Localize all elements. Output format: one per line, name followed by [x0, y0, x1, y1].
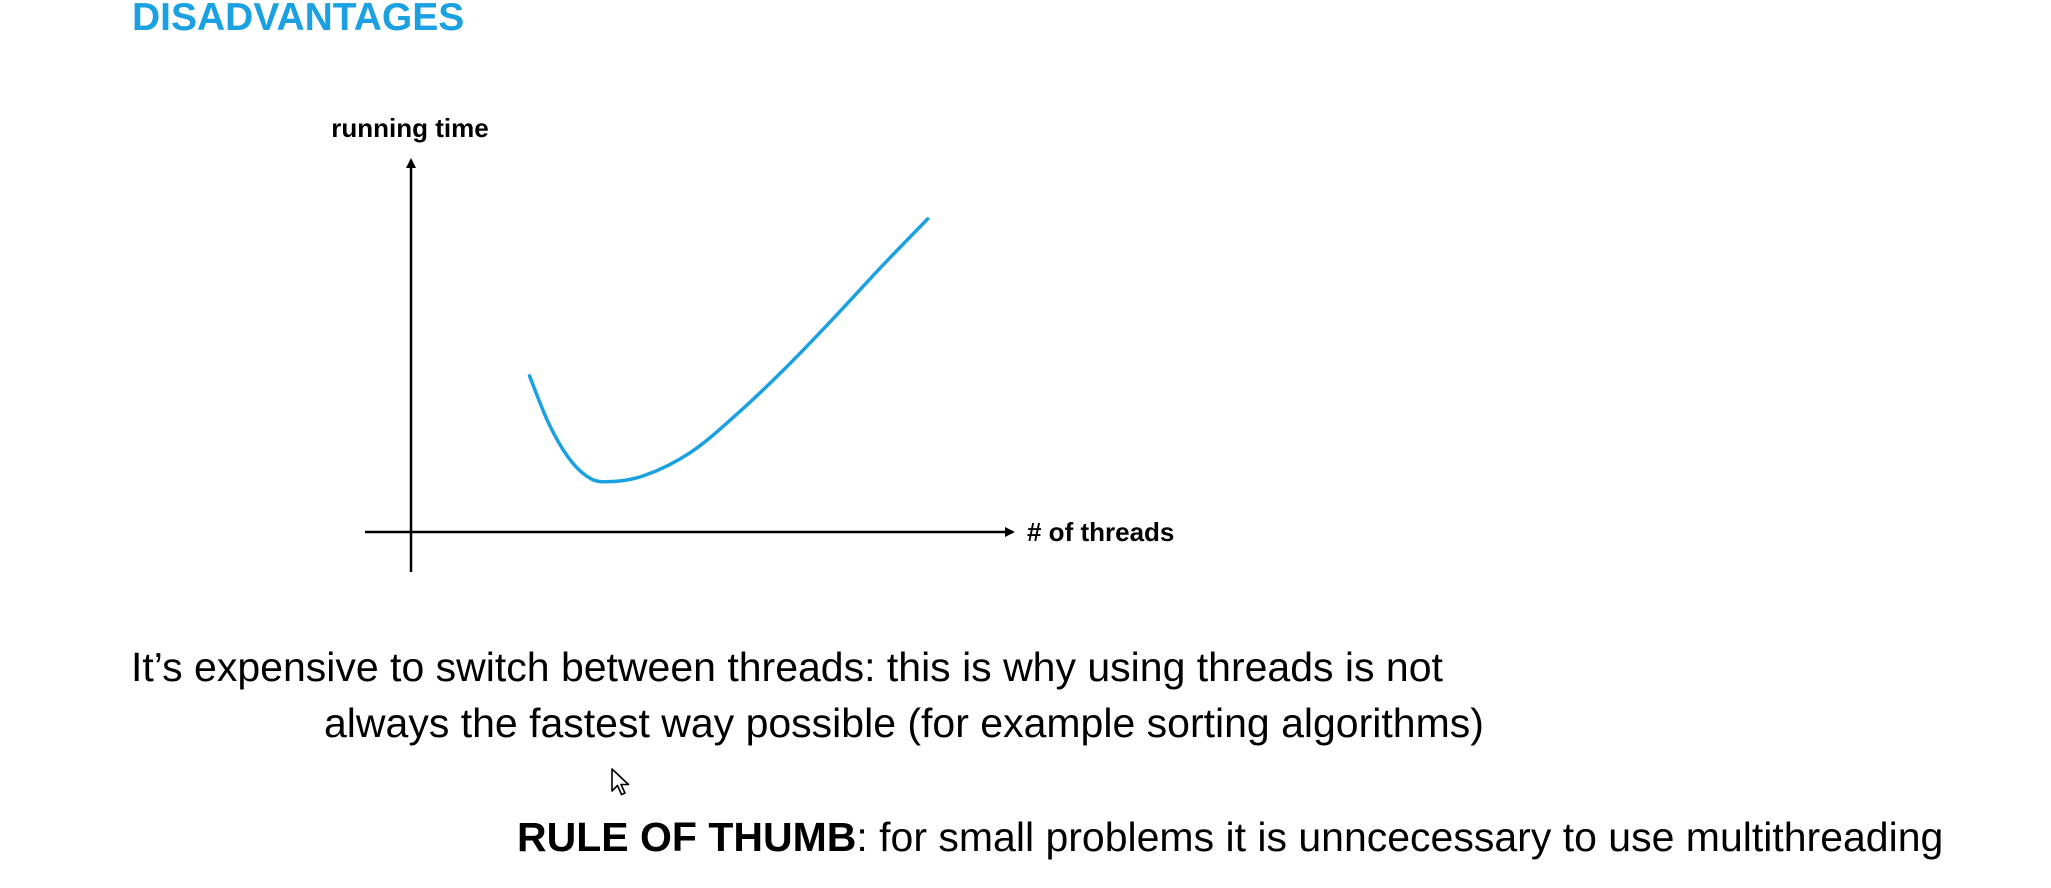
x-axis-label: # of threads: [1027, 517, 1174, 547]
rule-of-thumb: RULE OF THUMB: for small problems it is …: [517, 814, 1943, 861]
data-point-10: [877, 265, 883, 271]
body-text-line-1: It’s expensive to switch between threads…: [131, 644, 1443, 690]
data-point-8: [783, 365, 789, 371]
mouse-pointer-icon: [611, 768, 630, 796]
y-axis-label: running time: [331, 113, 488, 143]
data-point-7: [735, 410, 741, 416]
data-point-0: [527, 373, 533, 379]
data-point-1: [546, 420, 552, 426]
data-point-11: [925, 216, 931, 222]
data-point-5: [640, 473, 646, 479]
body-text-line-2: always the fastest way possible (for exa…: [324, 700, 1484, 746]
data-point-6: [688, 449, 694, 455]
rule-of-thumb-text: : for small problems it is unncecessary …: [856, 814, 1944, 860]
data-point-4: [602, 479, 608, 485]
data-point-3: [583, 473, 589, 479]
data-point-9: [830, 316, 836, 322]
slide-title: DISADVANTAGES: [132, 0, 465, 39]
rule-of-thumb-label: RULE OF THUMB: [517, 814, 857, 860]
data-point-2: [564, 453, 570, 459]
series-line: [527, 217, 930, 484]
